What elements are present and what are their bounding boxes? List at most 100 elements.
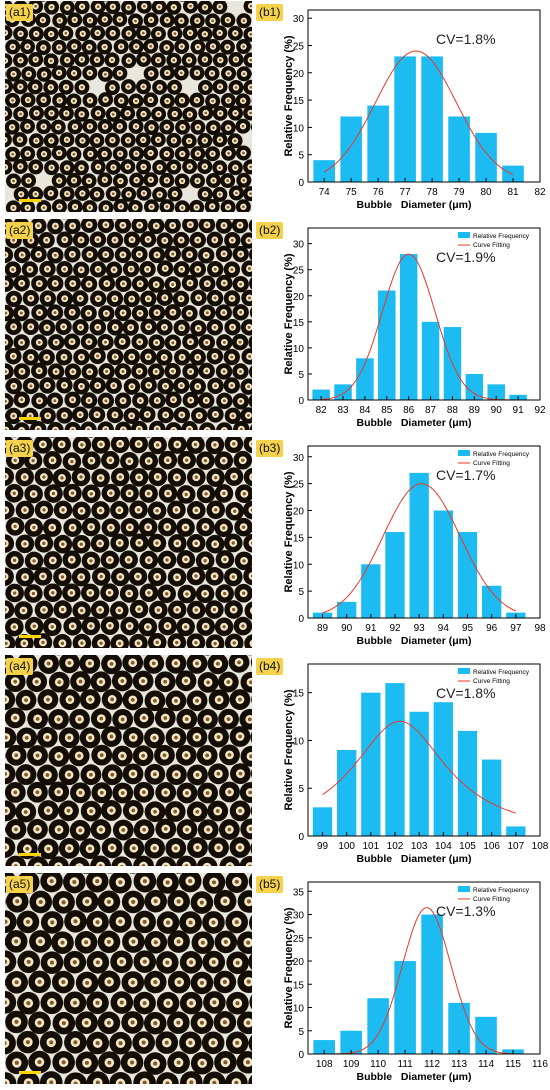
cv-annotation: CV=1.8% [436,31,496,47]
x-tick-label: 102 [387,841,404,852]
fit-curve [324,907,514,1055]
x-axis-label: Bubble Diameter (μm) [357,635,472,647]
y-tick-label: 20 [293,292,305,303]
bubble-micrograph [5,219,252,430]
chart-label: (b1) [256,4,284,21]
bubble-micrograph [5,1,252,212]
histogram-bar [421,914,443,1054]
histogram-bar [313,160,335,182]
legend-label: Relative Frequency [473,669,530,676]
histogram-chart: 0 5 10 15 20 25 30 82 83 84 85 86 87 88 89 90 91 92 Bubble… [280,218,550,436]
x-tick-label: 89 [317,623,329,634]
y-tick-label: 30 [293,14,305,25]
panel-row: (a2) (b2) 0 5 10 15 20 25 30 82 83 84 85 86 87 88 89 90 91… [0,218,550,436]
x-tick-label: 87 [425,405,437,416]
histogram-bar [421,56,443,182]
legend-swatch-bar [458,886,470,892]
x-tick-label: 76 [373,187,385,198]
histogram-bar [337,750,357,836]
histogram-bar [312,389,330,400]
cv-annotation: CV=1.7% [436,467,496,483]
histogram-bar [361,692,381,836]
histogram-bar [340,1030,362,1054]
scale-bar [19,199,41,202]
plot-frame [307,881,541,1055]
histogram-bar [361,564,381,618]
chart-label: (b5) [256,876,284,893]
histogram-bar [394,56,416,182]
fit-curve [323,50,514,176]
histogram-bar [448,116,470,182]
x-tick-label: 98 [534,623,546,634]
y-tick-label: 25 [293,934,305,945]
x-tick-label: 88 [447,405,459,416]
histogram-bar [313,1040,335,1054]
y-tick-label: 30 [293,240,305,251]
x-tick-label: 78 [427,187,439,198]
y-tick-label: 20 [293,507,305,518]
y-tick-label: 20 [293,957,305,968]
y-tick-label: 0 [298,396,304,407]
x-tick-label: 97 [510,623,522,634]
chart-legend: Relative Frequency Curve Fitting [458,668,530,685]
histogram-bar [506,826,526,836]
x-tick-label: 90 [341,623,353,634]
x-tick-label: 92 [389,623,401,634]
histogram-bar [399,254,418,400]
x-tick-label: 109 [343,1059,360,1070]
y-tick-label: 10 [293,560,305,571]
x-tick-label: 110 [370,1059,386,1070]
histogram-bar [457,532,478,618]
x-tick-label: 115 [505,1059,521,1070]
chart-label: (b3) [256,440,284,457]
x-tick-label: 114 [478,1059,494,1070]
chart-label: (b2) [256,222,284,239]
y-tick-label: 30 [293,911,305,922]
histogram-chart: 0 5 10 15 20 25 30 74 75 76 77 78 79 80 81 82 Bubble Dia… [280,0,550,218]
y-tick-label: 0 [298,178,304,189]
x-tick-label: 116 [532,1059,548,1070]
plot-frame [307,227,541,401]
legend-swatch-bar [458,232,470,238]
histogram-bar [421,321,440,400]
histogram-bar [487,384,505,400]
x-tick-label: 95 [462,623,474,634]
chart-legend: Relative Frequency Curve Fitting [458,450,530,467]
x-tick-label: 113 [451,1059,467,1070]
x-tick-label: 90 [491,405,503,416]
micrograph-label: (a5) [6,876,34,893]
plot-frame [307,445,541,619]
x-tick-label: 105 [459,841,476,852]
y-tick-label: 15 [293,96,305,107]
micrograph-label: (a1) [6,4,34,21]
legend-label: Relative Frequency [473,887,530,894]
histogram-bar [457,730,478,836]
x-tick-label: 91 [365,623,377,634]
histogram-chart: 0 5 10 15 20 25 30 89 90 91 92 93 94 95 96 97 98 Bubble D… [280,436,550,654]
fit-curve [322,483,517,614]
cv-annotation: CV=1.9% [436,249,496,265]
scale-bar [19,635,41,638]
histogram-bar [385,532,405,618]
histogram-bar [378,290,396,400]
x-tick-label: 100 [338,841,355,852]
scale-bar [19,417,41,420]
x-axis-label: Bubble Diameter (μm) [357,853,472,865]
histogram-bar [482,759,502,836]
x-tick-label: 108 [316,1059,333,1070]
micrograph-label: (a2) [6,222,34,239]
histogram-bar [367,998,389,1054]
x-axis-label: Bubble Diameter (μm) [357,1071,472,1083]
y-tick-label: 30 [293,453,305,464]
histogram-bar [433,702,453,836]
histogram-bar [502,165,524,182]
x-tick-label: 89 [469,405,481,416]
legend-label: Curve Fitting [473,242,510,249]
y-tick-label: 15 [293,533,305,544]
chart-legend: Relative Frequency Curve Fitting [458,886,530,903]
fit-curve [322,720,516,814]
histogram-chart: 0 5 10 15 20 25 30 35 108 109 110 111 112 113 114 115 11… [280,872,550,1090]
y-tick-label: 5 [298,587,304,598]
y-tick-label: 15 [293,689,305,700]
x-tick-label: 108 [532,841,549,852]
